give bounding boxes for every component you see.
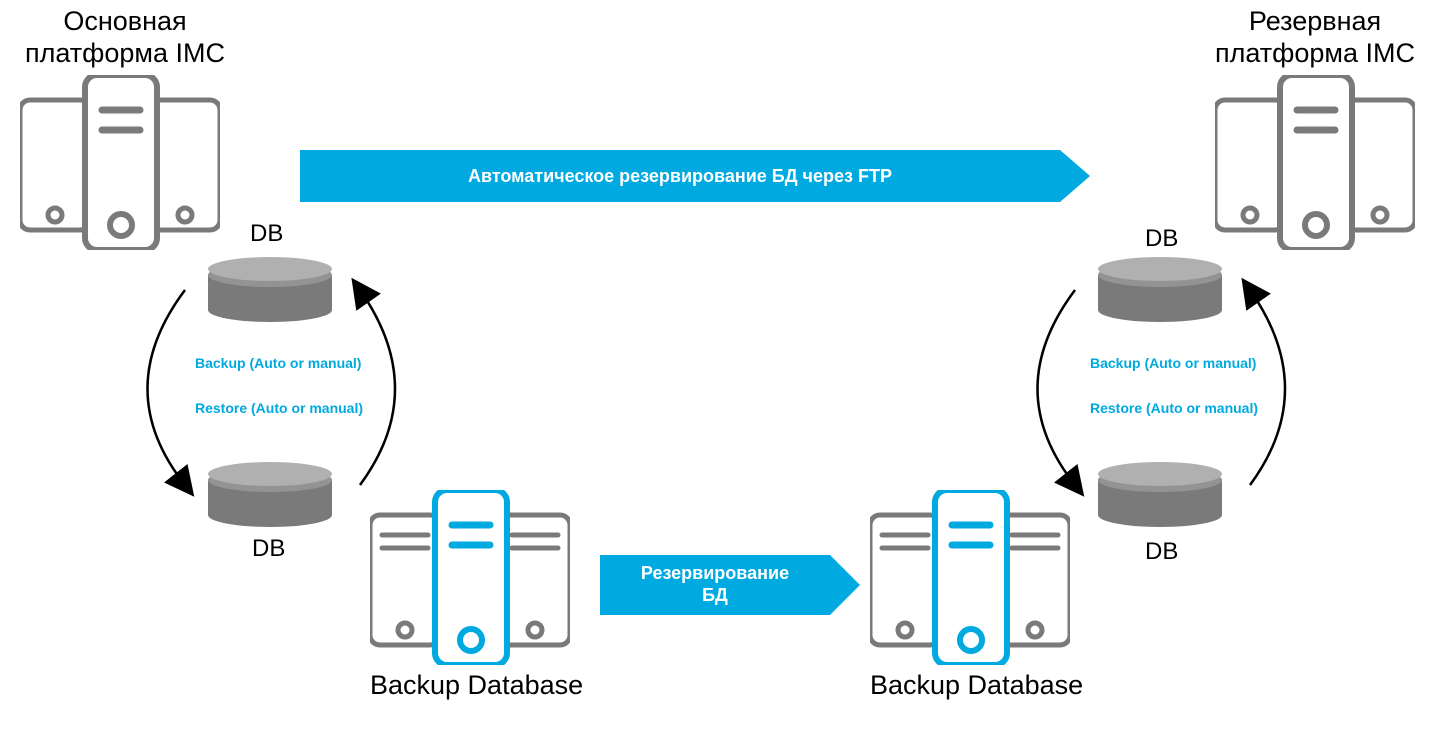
db-reserve-line1: Резервирование <box>641 563 789 585</box>
restore-label-left: Restore (Auto or manual) <box>195 400 363 416</box>
reserve-platform-server-icon <box>1215 75 1415 250</box>
backup-label-left: Backup (Auto or manual) <box>195 355 361 371</box>
main-platform-line2: платформа IMC <box>25 38 225 68</box>
backup-db-label-left: Backup Database <box>370 670 583 701</box>
cycle-arrows-right <box>1000 260 1320 520</box>
db-label-right-bottom: DB <box>1145 538 1178 566</box>
main-platform-title: Основная платформа IMC <box>10 5 240 70</box>
main-platform-server-icon <box>20 75 220 250</box>
db-label-left-top: DB <box>250 220 283 248</box>
reserve-platform-line1: Резервная <box>1249 6 1381 36</box>
ftp-banner-text: Автоматическое резервирование БД через F… <box>468 166 892 187</box>
cycle-arrows-left <box>110 260 430 520</box>
backup-db-label-right: Backup Database <box>870 670 1083 701</box>
db-reserve-banner: Резервирование БД <box>600 555 830 615</box>
ftp-banner: Автоматическое резервирование БД через F… <box>300 150 1060 202</box>
restore-label-right: Restore (Auto or manual) <box>1090 400 1258 416</box>
db-label-left-bottom: DB <box>252 535 285 563</box>
reserve-platform-title: Резервная платформа IMC <box>1200 5 1430 70</box>
backup-label-right: Backup (Auto or manual) <box>1090 355 1256 371</box>
reserve-platform-line2: платформа IMC <box>1215 38 1415 68</box>
db-reserve-line2: БД <box>702 585 728 607</box>
db-label-right-top: DB <box>1145 225 1178 253</box>
main-platform-line1: Основная <box>63 6 186 36</box>
